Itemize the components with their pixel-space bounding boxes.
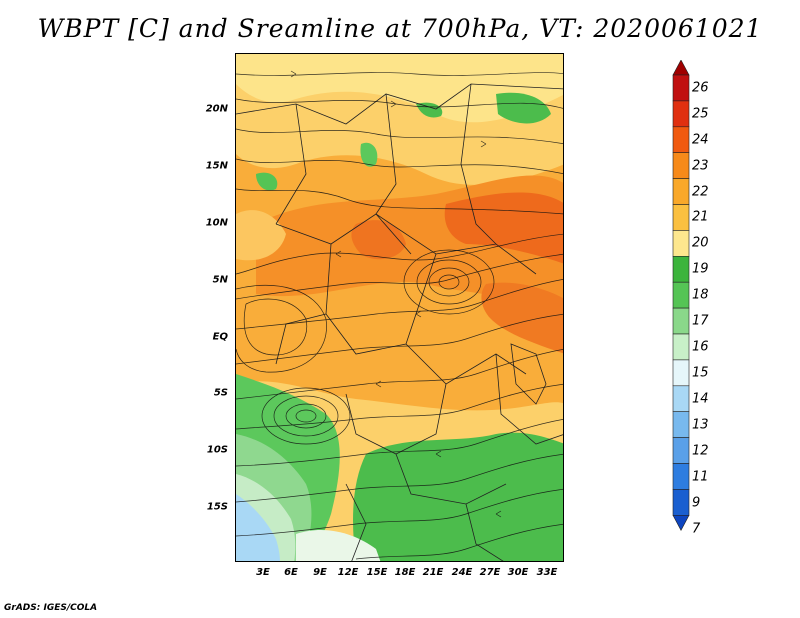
wbpt-17-patch-3 <box>360 142 378 167</box>
wbpt-20-west <box>236 210 286 261</box>
wbpt-streamline-map <box>236 54 563 561</box>
colorbar-segment-8 <box>672 256 690 283</box>
lat-label-10n: 10N <box>205 217 228 229</box>
colorbar-segment-0 <box>672 60 690 76</box>
footer-credit: GrADS: IGES/COLA <box>4 603 98 613</box>
colorbar-label-14: 14 <box>692 391 709 407</box>
lat-label-10s: 10S <box>206 444 228 456</box>
colorbar-label-9: 9 <box>692 495 701 511</box>
colorbar-segment-15 <box>672 437 690 464</box>
colorbar <box>672 60 690 531</box>
colorbar-label-12: 12 <box>692 443 709 459</box>
colorbar-label-17: 17 <box>692 313 709 329</box>
wbpt-23-hotspot-central <box>351 220 406 260</box>
lon-label-33e: 33E <box>536 567 558 578</box>
lat-label-eq: EQ <box>212 331 228 343</box>
wbpt-17-patch-4 <box>256 172 278 191</box>
colorbar-segment-2 <box>672 100 690 128</box>
colorbar-segment-12 <box>672 359 690 387</box>
colorbar-label-20: 20 <box>692 235 709 251</box>
colorbar-segment-14 <box>672 411 690 438</box>
colorbar-label-24: 24 <box>692 132 709 148</box>
colorbar-segment-4 <box>672 152 690 179</box>
colorbar-label-11: 11 <box>692 469 709 485</box>
colorbar-segment-5 <box>672 178 690 205</box>
lon-label-15e: 15E <box>366 567 388 578</box>
lat-label-5s: 5S <box>213 387 228 399</box>
colorbar-segment-17 <box>672 489 690 516</box>
colorbar-label-7: 7 <box>692 521 701 537</box>
lat-label-15s: 15S <box>206 501 228 513</box>
colorbar-label-25: 25 <box>692 106 709 122</box>
wbpt-23-hotspot-east <box>444 192 563 264</box>
colorbar-segment-18 <box>672 514 690 531</box>
colorbar-label-13: 13 <box>692 417 709 433</box>
country-borders <box>236 83 563 561</box>
lon-label-27e: 27E <box>479 567 501 578</box>
colorbar-label-21: 21 <box>692 209 709 225</box>
colorbar-label-16: 16 <box>692 339 709 355</box>
lat-label-15n: 15N <box>205 160 228 172</box>
lon-label-9e: 9E <box>313 567 327 578</box>
wbpt-23-hotspot-southeast <box>481 282 563 354</box>
wbpt-15-patch <box>296 529 381 561</box>
lon-label-18e: 18E <box>394 567 416 578</box>
wbpt-17-patch-2 <box>496 92 551 124</box>
colorbar-segment-13 <box>672 385 690 412</box>
map-panel <box>235 53 564 562</box>
lon-label-24e: 24E <box>451 567 473 578</box>
colorbar-segment-9 <box>672 281 690 309</box>
wbpt-14-south-west <box>236 494 280 561</box>
colorbar-segment-10 <box>672 307 690 335</box>
lon-label-6e: 6E <box>284 567 298 578</box>
lon-label-21e: 21E <box>422 567 444 578</box>
colorbar-segment-6 <box>672 204 690 231</box>
colorbar-label-26: 26 <box>692 80 709 96</box>
lat-label-5n: 5N <box>212 274 228 286</box>
lon-label-3e: 3E <box>256 567 270 578</box>
colorbar-segment-7 <box>672 230 690 257</box>
colorbar-label-18: 18 <box>692 287 709 303</box>
lon-label-12e: 12E <box>337 567 359 578</box>
streamlines <box>236 70 563 560</box>
lat-label-20n: 20N <box>205 103 228 115</box>
colorbar-segment-1 <box>672 74 690 102</box>
colorbar-label-15: 15 <box>692 365 709 381</box>
chart-title: WBPT [C] and Sreamline at 700hPa, VT: 20… <box>37 14 763 43</box>
colorbar-label-22: 22 <box>692 184 709 200</box>
colorbar-label-23: 23 <box>692 158 709 174</box>
lon-label-30e: 30E <box>507 567 529 578</box>
colorbar-segment-16 <box>672 463 690 490</box>
colorbar-segment-3 <box>672 126 690 154</box>
colorbar-label-19: 19 <box>692 261 709 277</box>
colorbar-segment-11 <box>672 333 690 361</box>
